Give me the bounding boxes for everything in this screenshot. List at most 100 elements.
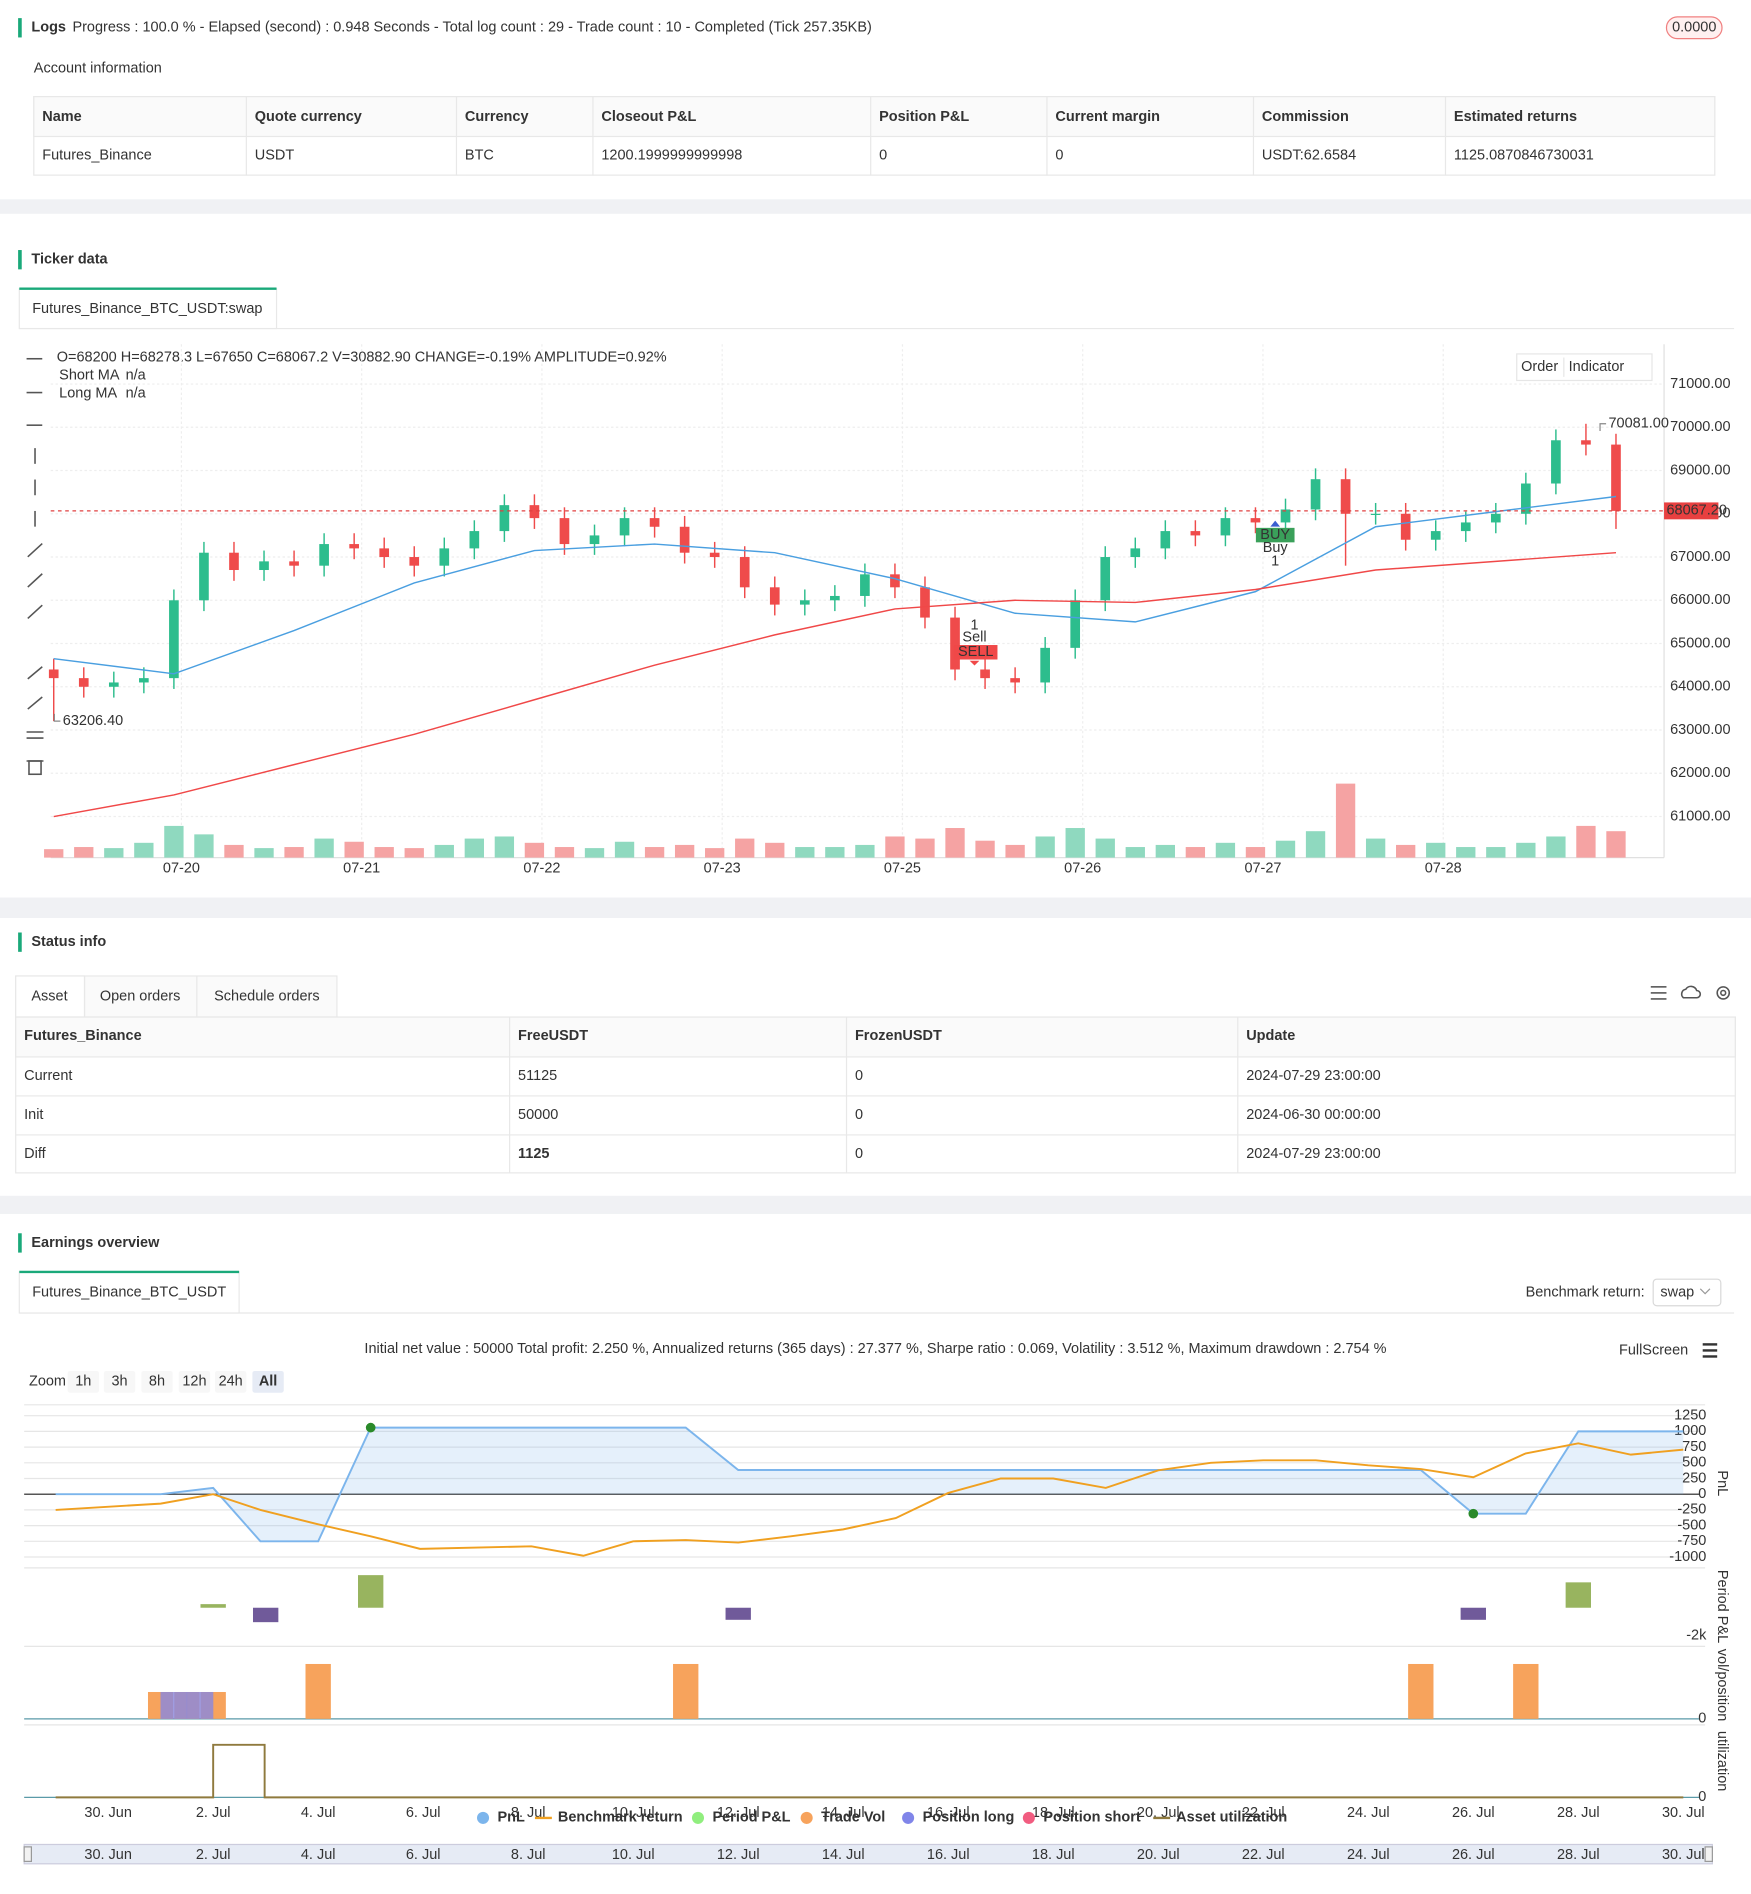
- y-tick-label: 1000: [1674, 1423, 1706, 1439]
- volume-bar: [825, 847, 845, 858]
- tab-label[interactable]: Schedule orders: [214, 988, 319, 1004]
- y-tick-label: 66000.00: [1670, 592, 1730, 608]
- zoom-button[interactable]: [67, 1370, 100, 1393]
- legend-label[interactable]: PnL: [498, 1810, 526, 1826]
- ma-line: [53, 495, 1617, 675]
- y-tick-label: -500: [1677, 1517, 1706, 1533]
- tab[interactable]: [18, 1271, 240, 1314]
- section-marker: [18, 18, 22, 38]
- candle-body: [1040, 647, 1050, 683]
- zoom-button-label[interactable]: 24h: [219, 1374, 243, 1390]
- extreme-point: [365, 1422, 376, 1433]
- y-tick-label: 250: [1682, 1470, 1706, 1486]
- legend-label[interactable]: Position short: [1043, 1810, 1141, 1826]
- volume-bar: [224, 844, 244, 858]
- zoom-button-label[interactable]: 3h: [111, 1374, 127, 1390]
- button[interactable]: Order: [1521, 359, 1558, 375]
- x-tick-label: 14. Jul: [822, 1805, 865, 1821]
- y-tick-label: 63000.00: [1670, 722, 1730, 738]
- min-label: 63206.40: [63, 713, 123, 729]
- zoom-button[interactable]: [141, 1370, 173, 1393]
- column-header: Current margin: [1055, 109, 1160, 125]
- legend-label[interactable]: Asset utilization: [1176, 1810, 1287, 1826]
- menu-icon[interactable]: [1702, 1343, 1718, 1358]
- volume-bar: [705, 848, 725, 858]
- volume-bar: [735, 838, 755, 858]
- zoom-button-label[interactable]: 8h: [149, 1374, 165, 1390]
- navigator-label: 4. Jul: [301, 1847, 336, 1863]
- select[interactable]: [1652, 1278, 1722, 1307]
- y-axis-title: Period P&L: [1714, 1570, 1730, 1643]
- volume-bar: [1245, 847, 1266, 858]
- table-header: [33, 96, 1716, 138]
- candle-body: [349, 544, 359, 549]
- column-header: Estimated returns: [1454, 109, 1577, 125]
- volume-bar: [945, 828, 965, 858]
- x-tick-label: 07-25: [884, 860, 921, 876]
- volume-bar: [374, 847, 394, 858]
- zoom-button[interactable]: [103, 1370, 136, 1393]
- candle-body: [259, 561, 269, 571]
- bar: [186, 1691, 214, 1719]
- legend-label[interactable]: Benchmark return: [558, 1810, 683, 1826]
- zoom-button[interactable]: [214, 1370, 247, 1393]
- volume-bar: [434, 844, 454, 858]
- cell: 0: [855, 1146, 863, 1162]
- ma-line: [53, 551, 1617, 818]
- x-tick-label: 4. Jul: [301, 1805, 336, 1821]
- zoom-button[interactable]: [252, 1370, 284, 1393]
- tab[interactable]: [15, 975, 86, 1018]
- ohlc-info: O=68200 H=68278.3 L=67650 C=68067.2 V=30…: [57, 349, 667, 365]
- candle-body: [980, 669, 990, 679]
- fullscreen-button[interactable]: FullScreen: [1619, 1342, 1688, 1358]
- button[interactable]: Indicator: [1569, 359, 1625, 375]
- section-title: Logs: [31, 20, 66, 36]
- legend-symbol: [691, 1811, 705, 1824]
- candle-body: [469, 531, 480, 549]
- section-marker: [18, 1233, 22, 1253]
- subsection-title: Account information: [34, 61, 162, 77]
- legend-label: Short MA: [59, 367, 120, 383]
- volume-bar: [1516, 842, 1536, 858]
- navigator-label: 20. Jul: [1137, 1847, 1180, 1863]
- candle-body: [1190, 531, 1201, 536]
- candle-body: [78, 678, 89, 687]
- volume-bar: [614, 841, 635, 858]
- y-tick-label: -750: [1677, 1533, 1706, 1549]
- tab-label[interactable]: Open orders: [100, 988, 181, 1004]
- navigator-handle[interactable]: [23, 1846, 33, 1862]
- legend-label[interactable]: Trade Vol: [821, 1810, 885, 1826]
- column-header: Futures_Binance: [24, 1028, 142, 1044]
- tab[interactable]: [18, 288, 278, 330]
- legend-label[interactable]: Period P&L: [712, 1810, 790, 1826]
- y-tick-label: 64000.00: [1670, 679, 1730, 695]
- y-tick-label: 0: [1698, 1711, 1706, 1727]
- x-tick-label: 07-27: [1244, 860, 1281, 876]
- toolbar-icons: [1650, 985, 1731, 1000]
- cell: Diff: [24, 1146, 46, 1162]
- navigator-label: 16. Jul: [927, 1847, 970, 1863]
- y-tick-label: 62000.00: [1670, 765, 1730, 781]
- signal-box: [953, 645, 998, 660]
- tab-label[interactable]: Asset: [31, 988, 67, 1004]
- zoom-button-label[interactable]: All: [259, 1374, 278, 1390]
- candle-body: [769, 587, 780, 605]
- candle-body: [1070, 600, 1081, 648]
- zoom-button[interactable]: [178, 1370, 211, 1393]
- cell: BTC: [465, 148, 494, 164]
- navigator-handle[interactable]: [1704, 1846, 1713, 1862]
- chart-buttons: [1516, 353, 1653, 382]
- section-marker: [18, 250, 22, 270]
- x-tick-label: 07-21: [343, 860, 380, 876]
- bar: [673, 1663, 699, 1719]
- candle-body: [649, 518, 660, 527]
- signal-text: BUY: [1260, 527, 1290, 543]
- volume-bar: [1125, 847, 1145, 858]
- zoom-button-label[interactable]: 12h: [182, 1374, 206, 1390]
- volume-bar: [1215, 842, 1236, 858]
- zoom-button-label[interactable]: 1h: [75, 1374, 91, 1390]
- bar: [358, 1575, 384, 1608]
- candle-body: [499, 505, 510, 532]
- legend-label[interactable]: Position long: [923, 1810, 1015, 1826]
- cell: 0: [855, 1068, 863, 1084]
